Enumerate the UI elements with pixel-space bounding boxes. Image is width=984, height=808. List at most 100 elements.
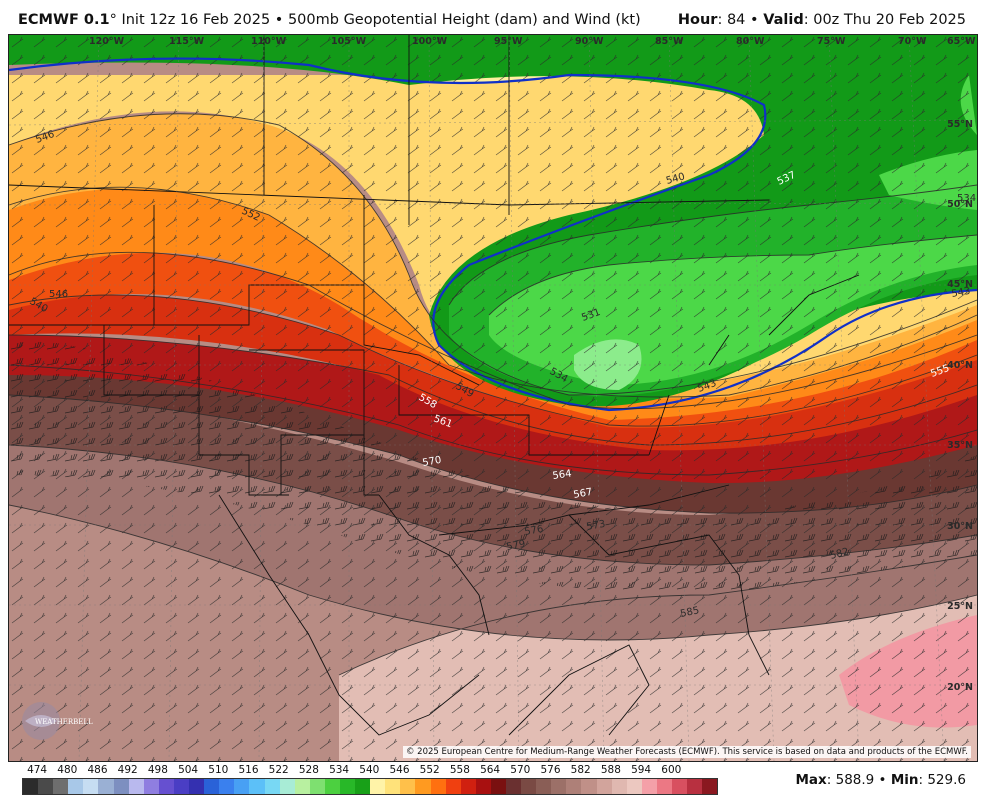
lon-label: 70°W [898,36,927,47]
legend-swatch [23,779,39,794]
weatherbell-logo: WEATHERBELL [15,699,95,743]
contour-label: 585 [679,605,700,620]
height-contours [9,113,977,676]
legend-label: 522 [268,764,289,776]
legend-swatch [430,779,446,794]
lat-label: 20°N [947,682,973,693]
legend-swatch [204,779,220,794]
legend-label: 564 [480,764,501,776]
legend-swatch [234,779,250,794]
legend-label: 534 [329,764,350,776]
legend-swatch [626,779,642,794]
legend-swatch [355,779,371,794]
model-name: ECMWF 0.1 [18,12,110,28]
legend-swatch [460,779,476,794]
legend-swatch [324,779,340,794]
copyright-notice: © 2025 European Centre for Medium-Range … [402,746,971,758]
hour-label: Hour [677,12,718,28]
lat-label: 50°N [947,199,973,210]
valid-label: Valid [763,12,804,28]
legend-label: 486 [87,764,108,776]
contour-label: 582 [829,546,850,562]
legend-color-bar [22,778,719,795]
lat-label: 35°N [947,440,973,451]
legend-swatch [521,779,537,794]
legend-swatch [53,779,69,794]
contour-label: 534 [957,193,976,204]
max-min-readout: Max: 588.9 • Min: 529.6 [796,772,967,788]
legend-label: 594 [631,764,652,776]
legend-swatch [370,779,386,794]
lon-label: 120°W [89,36,125,47]
legend-swatch [249,779,265,794]
logo-mark: WEATHERBELL [22,702,93,740]
legend-swatch [566,779,582,794]
legend-swatch [128,779,144,794]
legend-swatch [143,779,159,794]
legend-label: 546 [389,764,410,776]
lat-label: 25°N [947,601,973,612]
contour-label: 576 [524,524,545,538]
legend-swatch [38,779,54,794]
lon-label: 80°W [736,36,765,47]
lon-label: 110°W [251,36,287,47]
legend-label: 528 [298,764,319,776]
legend-label: 540 [359,764,380,776]
contour-label: 567 [573,487,594,501]
contour-label: 546 [49,289,68,300]
legend-swatch [68,779,84,794]
legend-label: 558 [449,764,470,776]
legend-swatch [83,779,99,794]
legend-swatch [611,779,627,794]
color-legend: 474 480 486 492 498 504 510 516 522 528 534 540 546 5… [22,764,719,795]
weather-map[interactable]: 120°W 115°W 110°W 105°W 100°W 95°W 90°W … [8,34,978,762]
contour-label: 564 [552,468,572,482]
legend-swatch [309,779,325,794]
legend-swatch [445,779,461,794]
legend-swatch [400,779,416,794]
political-borders [9,35,860,736]
contour-label: 573 [586,519,607,533]
legend-swatch [687,779,703,794]
legend-label: 570 [510,764,531,776]
lon-label: 105°W [331,36,367,47]
legend-swatch [264,779,280,794]
legend-label: 588 [600,764,621,776]
legend-swatch [536,779,552,794]
lon-label: 75°W [817,36,846,47]
legend-label: 576 [540,764,561,776]
legend-swatch [490,779,506,794]
forecast-time: Hour: 84 • Valid: 00z Thu 20 Feb 2025 [678,12,966,28]
logo-text: WEATHERBELL [35,718,93,726]
legend-swatch [656,779,673,794]
init-time: Init 12z 16 Feb 2025 [116,12,271,28]
header: ECMWF 0.1° Init 12z 16 Feb 2025 • 500mb … [0,0,984,34]
legend-swatch [596,779,612,794]
legend-swatch [581,779,597,794]
contour-label: 570 [422,455,443,469]
contour-label: 543 [951,286,972,300]
legend-label: 480 [57,764,78,776]
lon-label: 115°W [169,36,205,47]
legend-swatch [641,779,657,794]
legend-swatch [702,779,718,794]
legend-swatch [189,779,205,794]
legend-swatch [294,779,310,794]
hour-value: : 84 [717,12,746,28]
longitude-labels: 120°W 115°W 110°W 105°W 100°W 95°W 90°W … [89,36,976,47]
legend-swatch [475,779,491,794]
legend-label: 552 [419,764,440,776]
legend-label: 600 [661,764,682,776]
legend-swatch [415,779,431,794]
legend-label: 474 [27,764,48,776]
header-bullet: • [745,12,764,28]
legend-label: 498 [147,764,168,776]
max-label: Max [795,772,827,788]
lon-label: 85°W [655,36,684,47]
title-bullet: • [270,12,288,28]
lon-label: 65°W [947,36,976,47]
lat-label: 40°N [947,360,973,371]
legend-label: 516 [238,764,259,776]
jet-stream-barbs [9,335,977,595]
lat-label: 55°N [947,119,973,130]
